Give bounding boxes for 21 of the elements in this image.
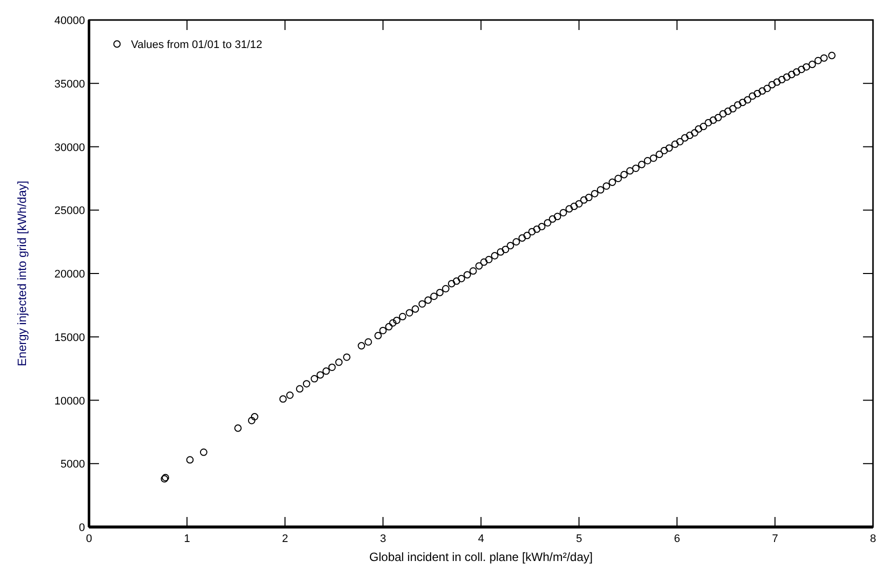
y-tick-label: 10000 xyxy=(54,395,85,408)
y-tick-label: 35000 xyxy=(54,78,85,90)
x-tick-label: 1 xyxy=(184,533,190,545)
y-tick-label: 20000 xyxy=(54,268,85,280)
y-tick-label: 40000 xyxy=(54,15,85,27)
y-tick-label: 15000 xyxy=(54,332,85,344)
y-tick-label: 25000 xyxy=(54,205,85,218)
y-tick-label: 0 xyxy=(78,522,85,534)
x-axis-title: Global incident in coll. plane [kWh/m²/day] xyxy=(369,550,593,564)
legend-label: Values from 01/01 to 31/12 xyxy=(131,39,262,51)
x-tick-label: 5 xyxy=(576,533,582,545)
y-tick-label: 30000 xyxy=(54,142,85,154)
x-tick-label: 0 xyxy=(86,533,92,545)
y-tick-label: 5000 xyxy=(60,458,85,471)
x-tick-label: 4 xyxy=(478,533,484,545)
x-tick-label: 8 xyxy=(870,533,876,545)
x-tick-label: 3 xyxy=(380,533,386,545)
x-tick-label: 7 xyxy=(772,533,778,545)
y-axis-title: Energy injected into grid [kWh/day] xyxy=(15,180,29,366)
x-tick-label: 2 xyxy=(282,533,288,545)
x-tick-label: 6 xyxy=(674,533,680,545)
